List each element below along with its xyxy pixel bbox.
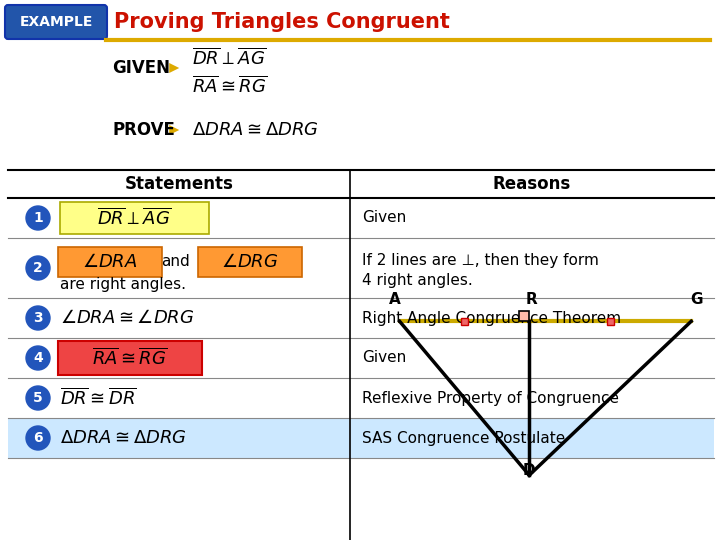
Text: 1: 1 — [33, 211, 43, 225]
Text: 5: 5 — [33, 391, 43, 405]
FancyBboxPatch shape — [5, 5, 107, 39]
Text: EXAMPLE: EXAMPLE — [19, 15, 93, 29]
Text: If 2 lines are ⊥, then they form: If 2 lines are ⊥, then they form — [362, 253, 599, 267]
Text: Right Angle Congruence Theorem: Right Angle Congruence Theorem — [362, 310, 621, 326]
Text: $\Delta DRA \cong \Delta DRG$: $\Delta DRA \cong \Delta DRG$ — [192, 121, 319, 139]
Text: and: and — [161, 254, 189, 269]
Text: 4: 4 — [33, 351, 43, 365]
FancyBboxPatch shape — [60, 202, 209, 234]
Circle shape — [26, 206, 50, 230]
Text: Statements: Statements — [125, 175, 233, 193]
Text: $\overline{DR} \perp \overline{AG}$: $\overline{DR} \perp \overline{AG}$ — [97, 207, 171, 229]
Text: Proving Triangles Congruent: Proving Triangles Congruent — [114, 12, 450, 32]
Circle shape — [26, 256, 50, 280]
Polygon shape — [519, 311, 529, 321]
Text: $\overline{RA} \cong \overline{RG}$: $\overline{RA} \cong \overline{RG}$ — [92, 348, 168, 368]
Text: are right angles.: are right angles. — [60, 276, 186, 292]
Circle shape — [26, 386, 50, 410]
Text: 3: 3 — [33, 311, 42, 325]
Text: G: G — [690, 292, 703, 307]
Text: A: A — [389, 292, 400, 307]
Text: 4 right angles.: 4 right angles. — [362, 273, 473, 287]
Circle shape — [26, 346, 50, 370]
Text: R: R — [526, 292, 537, 307]
Text: D: D — [523, 463, 536, 478]
Text: $\angle DRG$: $\angle DRG$ — [221, 253, 279, 271]
FancyBboxPatch shape — [58, 247, 162, 277]
Text: Reflexive Property of Congruence: Reflexive Property of Congruence — [362, 390, 619, 406]
FancyBboxPatch shape — [8, 418, 714, 458]
Text: $\Delta DRA \cong \Delta DRG$: $\Delta DRA \cong \Delta DRG$ — [60, 429, 186, 447]
Text: $\overline{RA} \cong \overline{RG}$: $\overline{RA} \cong \overline{RG}$ — [192, 76, 267, 97]
Text: Reasons: Reasons — [493, 175, 571, 193]
Text: $\angle DRA \cong \angle DRG$: $\angle DRA \cong \angle DRG$ — [60, 309, 194, 327]
FancyBboxPatch shape — [198, 247, 302, 277]
Text: $\overline{DR} \cong \overline{DR}$: $\overline{DR} \cong \overline{DR}$ — [60, 388, 137, 408]
Text: SAS Congruence Postulate: SAS Congruence Postulate — [362, 430, 565, 445]
Text: $\overline{DR} \perp \overline{AG}$: $\overline{DR} \perp \overline{AG}$ — [192, 48, 266, 69]
Text: $\angle DRA$: $\angle DRA$ — [82, 253, 138, 271]
Text: GIVEN: GIVEN — [112, 59, 170, 77]
Text: PROVE: PROVE — [112, 121, 175, 139]
FancyBboxPatch shape — [461, 318, 468, 325]
Circle shape — [26, 306, 50, 330]
Text: Given: Given — [362, 211, 406, 226]
FancyBboxPatch shape — [58, 341, 202, 375]
Text: Given: Given — [362, 350, 406, 366]
FancyBboxPatch shape — [607, 318, 613, 325]
Text: 2: 2 — [33, 261, 43, 275]
Text: 6: 6 — [33, 431, 42, 445]
Circle shape — [26, 426, 50, 450]
